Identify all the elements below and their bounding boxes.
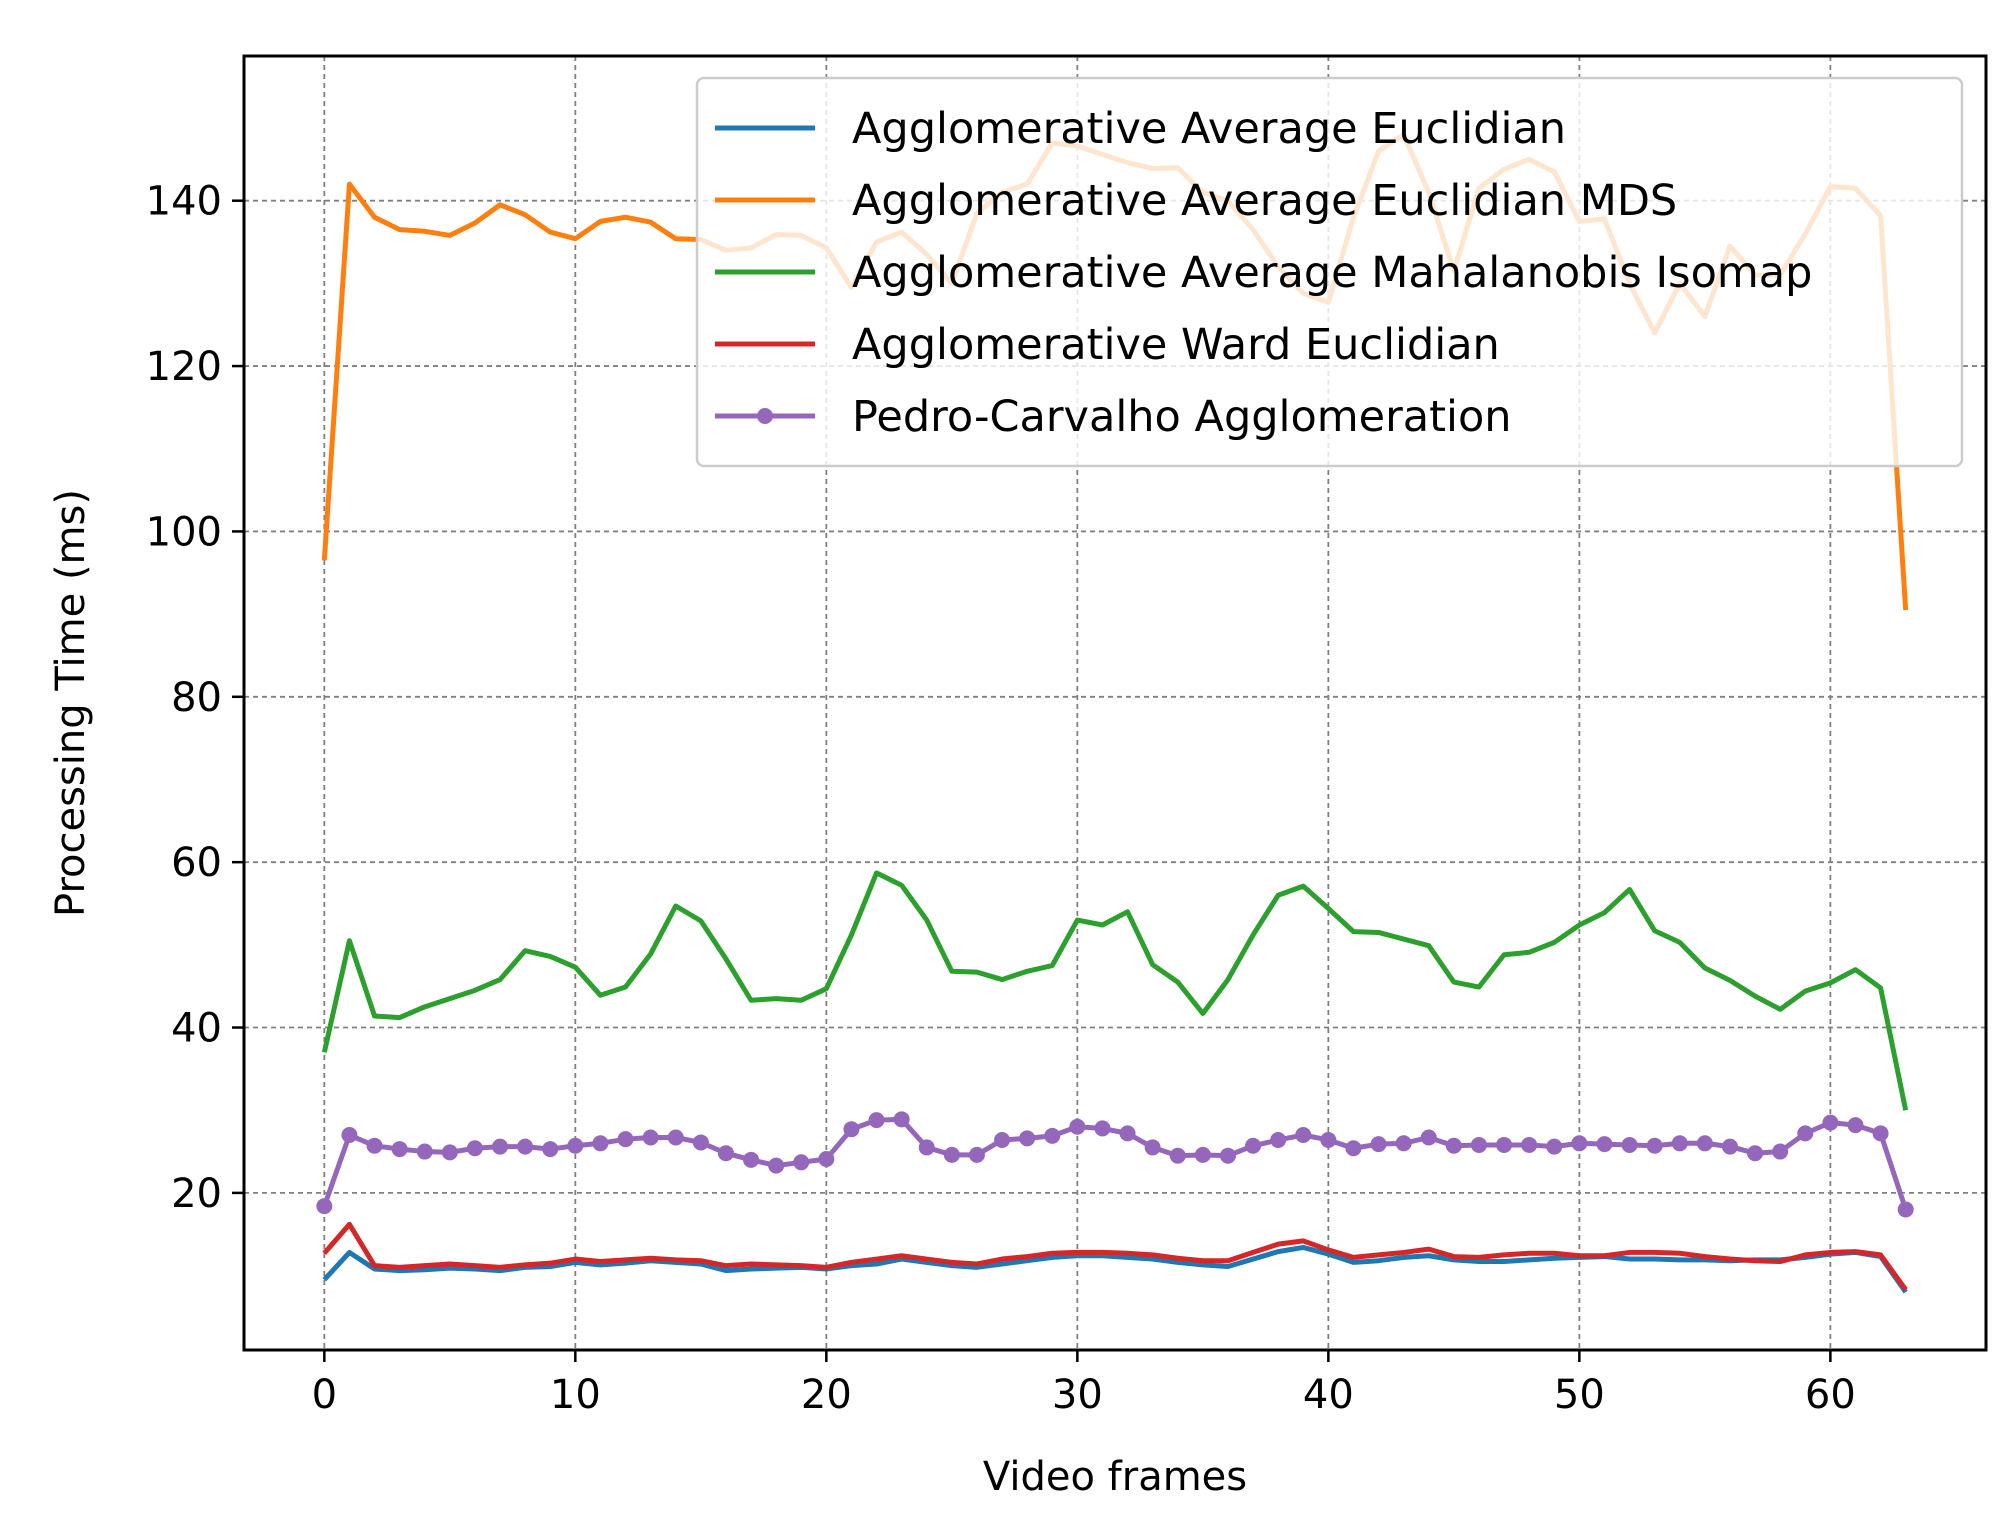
series-5-point [1470, 1136, 1487, 1153]
x-tick-label: 40 [1303, 1372, 1354, 1418]
x-tick-label: 0 [312, 1372, 337, 1418]
series-4-line [322, 1221, 1908, 1292]
series-5-point [717, 1145, 734, 1162]
series-5-point [1320, 1131, 1337, 1148]
series-5-point [1897, 1201, 1914, 1218]
series-5-point [466, 1140, 483, 1157]
series-5-point [1270, 1131, 1287, 1148]
series-5-point [1219, 1147, 1236, 1164]
legend-marker [757, 408, 773, 424]
series-5-point [1395, 1135, 1412, 1152]
series-5-point [642, 1129, 659, 1146]
series-5-point [918, 1139, 935, 1156]
legend-label: Agglomerative Ward Euclidian [852, 320, 1500, 370]
series-5-point [1646, 1137, 1663, 1154]
series-5-point [1445, 1137, 1462, 1154]
y-axis-label: Processing Time (ms) [48, 489, 94, 917]
series-5-point [868, 1112, 885, 1129]
series-5-point [1420, 1129, 1437, 1146]
series-5-line [321, 1116, 1909, 1211]
legend-label: Agglomerative Average Mahalanobis Isomap [852, 248, 1812, 298]
series-5-point [617, 1131, 634, 1148]
series-5-point [1872, 1125, 1889, 1142]
series-5-point [1671, 1135, 1688, 1152]
y-tick-label: 140 [146, 179, 222, 225]
ticks: 0 10 20 30 40 50 60 20 40 60 80 100 120 140 [146, 179, 1856, 1418]
x-axis-label: Video frames [983, 1454, 1247, 1500]
series-5-point [1119, 1125, 1136, 1142]
series-5-point [341, 1127, 358, 1144]
x-tick-label: 20 [801, 1372, 852, 1418]
series-5-point [366, 1137, 383, 1154]
series-5-point [1194, 1146, 1211, 1163]
legend-box [695, 76, 1964, 468]
plot-frame [242, 54, 1988, 1352]
series-5-point [768, 1157, 785, 1174]
legend-label: Agglomerative Average Euclidian [852, 104, 1566, 154]
series-layer [316, 132, 1914, 1294]
series-5-point [1696, 1135, 1713, 1152]
series-5-point [1345, 1140, 1362, 1157]
series-5-point [416, 1143, 433, 1160]
x-tick-label: 10 [550, 1372, 601, 1418]
series-5-point [1094, 1120, 1111, 1137]
series-5-point [1245, 1137, 1262, 1154]
series-5-point [1521, 1136, 1538, 1153]
x-tick-label: 30 [1052, 1372, 1103, 1418]
grid [244, 56, 1986, 1350]
series-5-point [1144, 1139, 1161, 1156]
series-5-point [1822, 1114, 1839, 1131]
y-tick-label: 40 [171, 1006, 222, 1052]
y-tick-label: 80 [171, 675, 222, 721]
series-5-point [391, 1141, 408, 1158]
series-5-point [1621, 1136, 1638, 1153]
series-5-point [743, 1151, 760, 1168]
y-tick-label: 120 [146, 344, 222, 390]
series-5-point [692, 1134, 709, 1151]
series-5-point [893, 1111, 910, 1128]
series-5-point [818, 1151, 835, 1168]
series-5-point [843, 1121, 860, 1138]
series-5-point [1496, 1136, 1513, 1153]
series-5-point [994, 1131, 1011, 1148]
series-5-point [1797, 1125, 1814, 1142]
series-5-point [441, 1144, 458, 1161]
series-5-point [1747, 1145, 1764, 1162]
y-tick-label: 20 [171, 1171, 222, 1217]
legend: Agglomerative Average Euclidian Agglomera… [695, 76, 1964, 468]
series-5-point [1847, 1117, 1864, 1134]
series-5-point [316, 1198, 333, 1215]
series-5-point [943, 1146, 960, 1163]
y-tick-label: 60 [171, 840, 222, 886]
series-5-point [1370, 1136, 1387, 1153]
series-5-point [1596, 1136, 1613, 1153]
y-tick-label: 100 [146, 509, 222, 555]
series-5-point [1069, 1118, 1086, 1135]
series-5-point [567, 1137, 584, 1154]
legend-label: Agglomerative Average Euclidian MDS [852, 176, 1677, 226]
series-1-line [322, 1244, 1908, 1294]
series-5-point [793, 1154, 810, 1171]
series-5-point [1295, 1127, 1312, 1144]
series-5-point [968, 1146, 985, 1163]
series-5-point [1169, 1147, 1186, 1164]
series-5-point [492, 1138, 509, 1155]
series-5-point [542, 1141, 559, 1158]
legend-label: Pedro-Carvalho Agglomeration [852, 392, 1512, 442]
series-5-point [1772, 1143, 1789, 1160]
series-5-point [1571, 1135, 1588, 1152]
x-tick-label: 50 [1554, 1372, 1605, 1418]
series-3-line [321, 870, 1909, 1111]
series-5-point [1721, 1138, 1738, 1155]
series-5-point [667, 1129, 684, 1146]
series-5-point [1019, 1130, 1036, 1147]
x-tick-label: 60 [1805, 1372, 1856, 1418]
series-5-point [592, 1135, 609, 1152]
series-5-point [1044, 1127, 1061, 1144]
series-5-point [1546, 1138, 1563, 1155]
series-5-point [517, 1138, 534, 1155]
